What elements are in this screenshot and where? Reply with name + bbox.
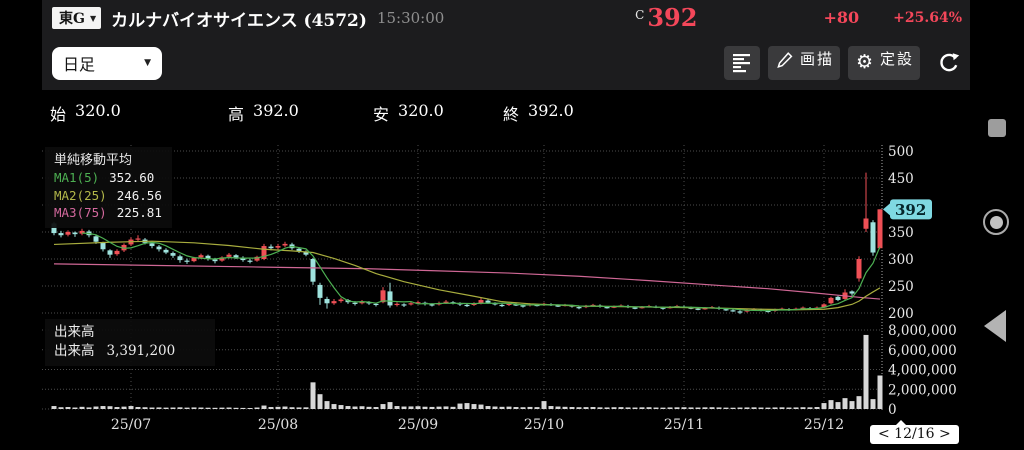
order-book-button[interactable] — [723, 46, 760, 80]
svg-text:6,000,000: 6,000,000 — [888, 343, 957, 359]
svg-text:300: 300 — [888, 252, 914, 268]
recent-apps-button[interactable] — [988, 119, 1006, 137]
date-pager[interactable]: < 12/16 > — [870, 420, 959, 444]
settings-button[interactable]: ⚙ 設定 — [847, 46, 920, 80]
volume-value-row: 出来高 3,391,200 — [54, 342, 175, 361]
svg-text:200: 200 — [888, 306, 914, 322]
low-label: 安 — [373, 104, 390, 124]
svg-text:4,000,000: 4,000,000 — [888, 363, 957, 379]
ma2-legend-row: MA2(25) 246.56 — [54, 187, 162, 205]
svg-text:25/12: 25/12 — [804, 417, 844, 433]
ma3-legend-row: MA3(75) 225.81 — [54, 204, 162, 222]
svg-text:25/07: 25/07 — [111, 417, 151, 433]
svg-text:25/11: 25/11 — [664, 417, 704, 433]
candlestick-chart[interactable]: 5004504003503002502008,000,0006,000,0004… — [42, 135, 970, 450]
candles-layer — [51, 172, 883, 315]
price-change: +80 — [823, 8, 860, 27]
open-value: 320.0 — [75, 100, 121, 120]
svg-text:500: 500 — [888, 144, 914, 160]
toolbar-buttons: 描画 ⚙ 設定 — [723, 46, 960, 80]
close-flag: C — [635, 8, 645, 22]
ma-legend: 単純移動平均 MA1(5) 352.60 MA2(25) 246.56 MA3(… — [45, 147, 172, 228]
svg-text:25/09: 25/09 — [398, 417, 438, 433]
ma1-value: 352.60 — [109, 170, 155, 185]
volume-legend: 出来高 出来高 3,391,200 — [45, 319, 216, 366]
android-nav-bar — [970, 0, 1024, 450]
refresh-button[interactable] — [938, 52, 960, 74]
svg-text:0: 0 — [888, 402, 897, 418]
low-value: 320.0 — [398, 100, 444, 120]
chevron-down-icon: ▼ — [144, 58, 151, 68]
open-label: 始 — [50, 104, 67, 124]
chevron-down-icon: ▼ — [89, 13, 97, 23]
volume-label: 出来高 — [54, 343, 95, 359]
ma1-legend-row: MA1(5) 352.60 — [54, 169, 162, 187]
back-button[interactable] — [984, 310, 1006, 342]
svg-text:350: 350 — [888, 225, 914, 241]
svg-text:392: 392 — [895, 201, 926, 219]
home-button[interactable] — [983, 209, 1009, 235]
high-value: 392.0 — [253, 100, 299, 120]
axis-tick-labels: 5004504003503002502008,000,0006,000,0004… — [888, 144, 957, 418]
svg-text:250: 250 — [888, 279, 914, 295]
draw-tool-button[interactable]: 描画 — [767, 46, 840, 80]
market-badge-label: 東G — [59, 11, 85, 27]
chart-area: 5004504003503002502008,000,0006,000,0004… — [42, 135, 970, 450]
svg-text:25/10: 25/10 — [524, 417, 564, 433]
stock-title: カルナバイオサイエンス (4572) — [111, 10, 367, 31]
high-label: 高 — [228, 104, 245, 124]
list-lines-icon — [732, 54, 750, 73]
low-pair: 安 320.0 — [373, 101, 503, 125]
svg-text:25/08: 25/08 — [258, 417, 298, 433]
market-badge-dropdown[interactable]: 東G ▼ — [52, 7, 102, 29]
close-label: 終 — [503, 104, 520, 124]
quote-time: 15:30:00 — [376, 9, 445, 27]
svg-text:8,000,000: 8,000,000 — [888, 323, 957, 339]
date-pager-label: < 12/16 > — [878, 426, 951, 442]
svg-text:450: 450 — [888, 171, 914, 187]
settings-label: 設定 — [878, 51, 912, 68]
current-price-group: C 392 +80 +25.64% — [635, 5, 962, 31]
app-header: 東G ▼ カルナバイオサイエンス (4572) 15:30:00 C 392 +… — [42, 0, 970, 90]
svg-text:2,000,000: 2,000,000 — [888, 382, 957, 398]
toolbar-row: 日足 ▼ — [42, 36, 970, 90]
ma1-label: MA1(5) — [54, 170, 100, 185]
ma2-value: 246.56 — [116, 187, 162, 203]
volume-bars — [51, 334, 883, 409]
timeframe-dropdown[interactable]: 日足 ▼ — [52, 46, 162, 80]
current-price: 392 — [647, 3, 698, 32]
ma3-label: MA3(75) — [54, 205, 107, 220]
close-pair: 終 392.0 — [503, 101, 574, 125]
current-price-tag: 392 — [883, 199, 932, 220]
ma3-value: 225.81 — [116, 205, 162, 220]
volume-title: 出来高 — [54, 324, 95, 340]
refresh-icon — [940, 53, 960, 72]
timeframe-label: 日足 — [63, 55, 96, 74]
home-button-inner — [989, 215, 1003, 229]
x-axis-labels: 25/07 25/08 25/09 25/10 25/11 25/12 — [111, 417, 844, 433]
chart-app: 東G ▼ カルナバイオサイエンス (4572) 15:30:00 C 392 +… — [42, 0, 970, 450]
price-gridlines — [42, 150, 882, 410]
ma-legend-title: 単純移動平均 — [54, 153, 133, 168]
volume-value: 3,391,200 — [106, 343, 176, 359]
ohlc-row: 始 320.0 高 392.0 安 320.0 終 392.0 — [42, 90, 970, 135]
month-gridlines — [130, 145, 825, 411]
ma2-label: MA2(25) — [54, 187, 107, 203]
left-bezel-strip — [0, 0, 42, 450]
draw-tool-label: 描画 — [797, 51, 832, 68]
high-pair: 高 392.0 — [228, 101, 373, 125]
open-pair: 始 320.0 — [50, 101, 228, 125]
pencil-icon — [777, 52, 793, 68]
price-change-percent: +25.64% — [893, 10, 962, 26]
title-row: 東G ▼ カルナバイオサイエンス (4572) 15:30:00 C 392 +… — [42, 0, 970, 36]
close-value: 392.0 — [528, 100, 574, 120]
gear-icon: ⚙ — [855, 51, 873, 73]
